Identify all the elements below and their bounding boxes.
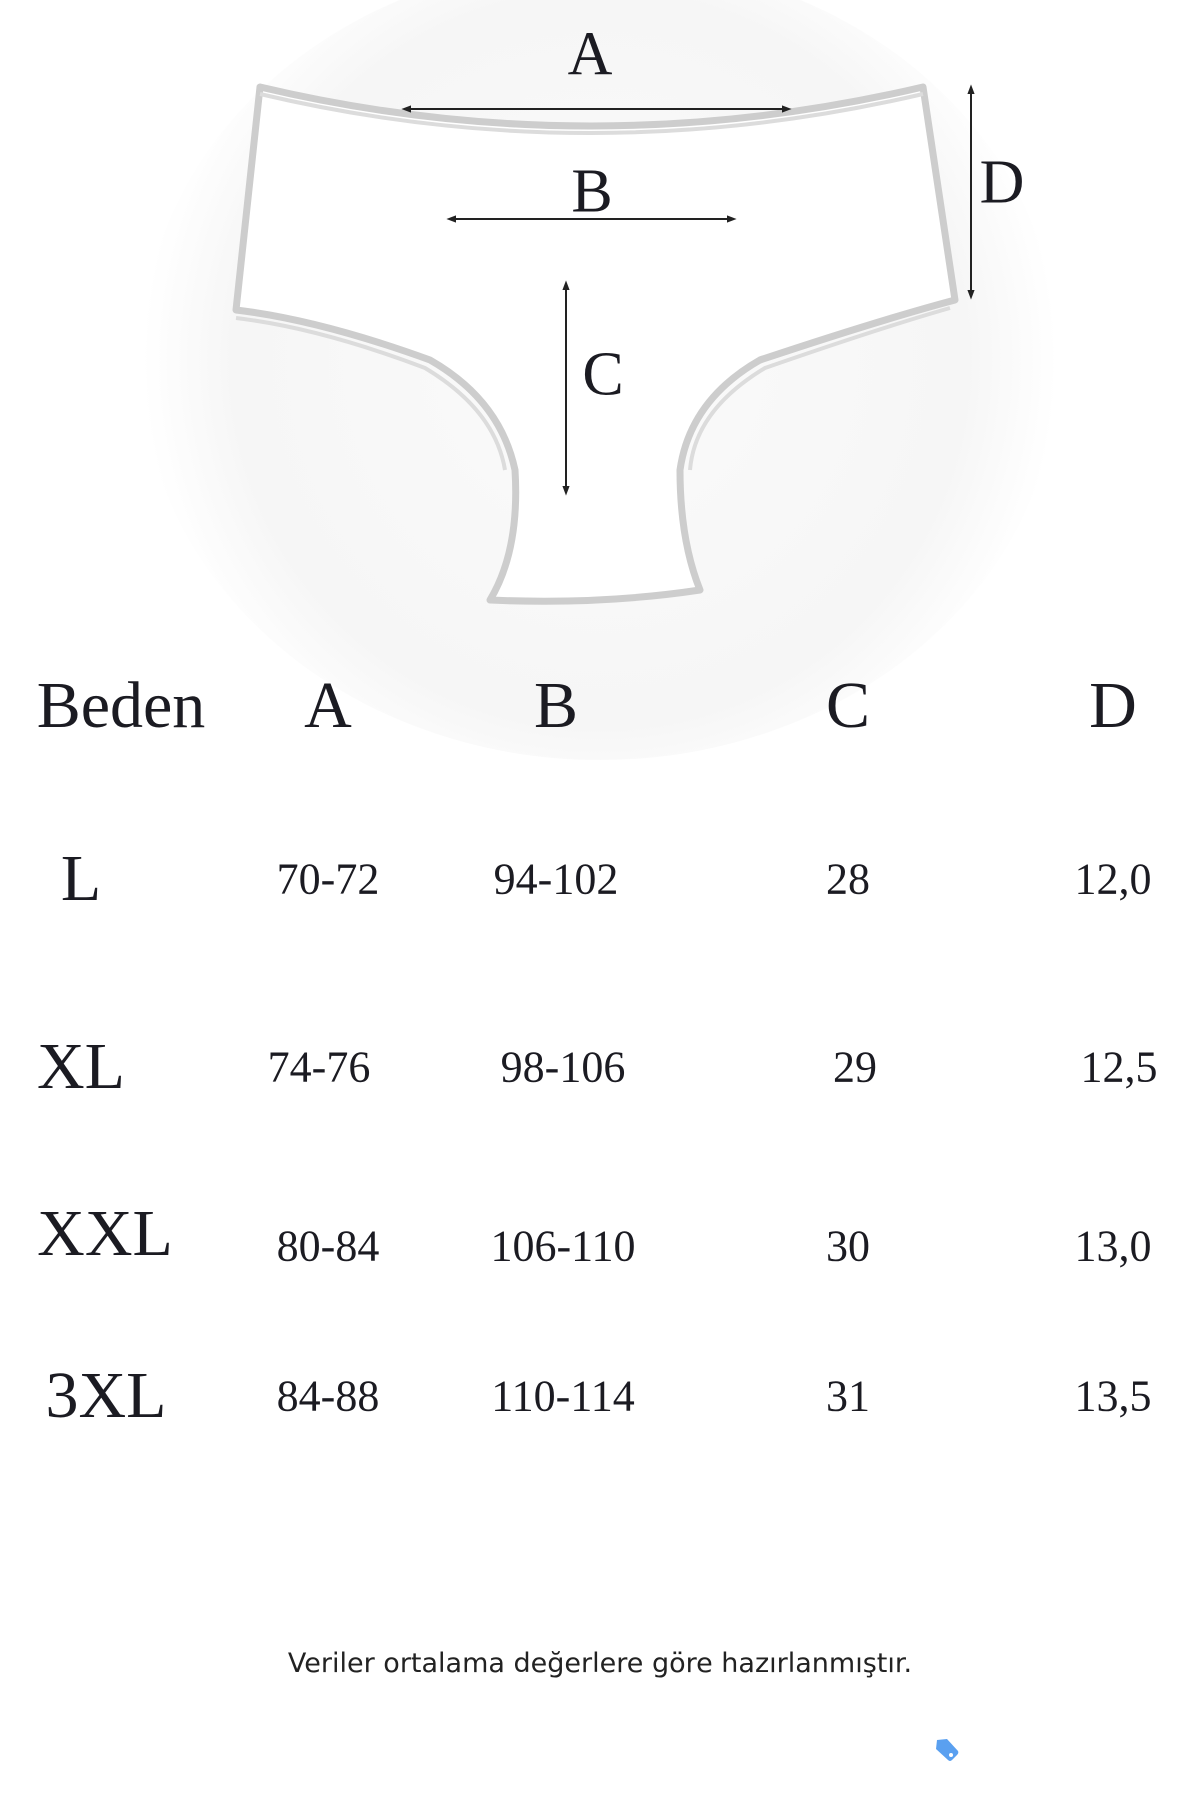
value-c: 31 xyxy=(826,1371,870,1421)
tag-icon xyxy=(936,1739,959,1761)
size-cell: XL xyxy=(37,1030,125,1103)
value-b: 94-102 xyxy=(493,854,619,904)
size-cell: 3XL xyxy=(45,1359,167,1432)
value-d: 13,5 xyxy=(1074,1371,1152,1421)
size-cell: L xyxy=(60,842,102,915)
value-b: 98-106 xyxy=(500,1042,626,1092)
value-a: 84-88 xyxy=(276,1371,380,1421)
value-a: 80-84 xyxy=(276,1221,380,1271)
label-c: C xyxy=(582,340,624,409)
value-b: 106-110 xyxy=(490,1221,636,1271)
leg-band xyxy=(235,316,507,471)
value-d: 12,5 xyxy=(1080,1042,1158,1092)
value-d: 12,0 xyxy=(1074,854,1152,904)
label-a: A xyxy=(567,20,613,89)
header-d: D xyxy=(1089,669,1137,742)
value-c: 29 xyxy=(833,1042,877,1092)
value-a: 70-72 xyxy=(276,854,380,904)
header-a: A xyxy=(304,669,352,742)
value-c: 28 xyxy=(826,854,870,904)
value-c: 30 xyxy=(826,1221,870,1271)
header-b: B xyxy=(533,669,579,742)
garment-outline xyxy=(232,83,959,605)
value-d: 13,0 xyxy=(1074,1221,1152,1271)
leg-band xyxy=(688,306,951,471)
size-cell: XXL xyxy=(37,1197,173,1270)
footnote: Veriler ortalama değerlere göre hazırlan… xyxy=(287,1648,913,1679)
label-d: D xyxy=(979,148,1025,217)
value-a: 74-76 xyxy=(267,1042,371,1092)
waistband xyxy=(259,92,924,135)
header-beden: Beden xyxy=(36,669,206,742)
header-c: C xyxy=(825,669,871,742)
value-b: 110-114 xyxy=(491,1371,635,1421)
label-b: B xyxy=(571,157,613,226)
